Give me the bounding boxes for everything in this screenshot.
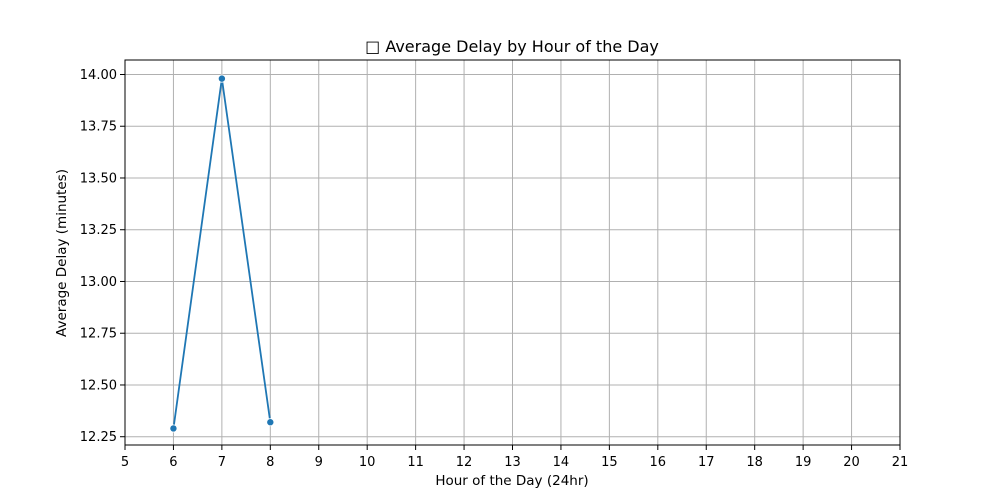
y-tick-label: 13.25 (80, 223, 117, 238)
series-layer (169, 74, 275, 433)
x-tick-label: 13 (504, 455, 521, 470)
data-point (217, 74, 226, 83)
x-tick-label: 20 (843, 455, 860, 470)
x-tick-label: 19 (795, 455, 812, 470)
y-axis-title: Average Delay (minutes) (54, 169, 70, 337)
x-tick-label: 17 (698, 455, 715, 470)
y-tick-label: 12.75 (80, 327, 117, 342)
y-tick-label: 13.50 (80, 171, 117, 186)
y-tick-label: 12.25 (80, 430, 117, 445)
x-tick-label: 15 (601, 455, 618, 470)
y-tick-label: 13.75 (80, 120, 117, 135)
chart-title: □ Average Delay by Hour of the Day (365, 37, 659, 56)
x-axis-title: Hour of the Day (24hr) (435, 473, 588, 489)
x-tick-label: 16 (650, 455, 667, 470)
x-tick-label: 6 (169, 455, 177, 470)
grid-lines (124, 60, 901, 445)
y-tick-label: 12.50 (80, 378, 117, 393)
axis-ticks: 5 6 7 8 9 10 11 12 13 14 15 16 17 18 19 20 21 12.25 12.50 1… (80, 68, 908, 470)
x-tick-label: 12 (456, 455, 473, 470)
data-point (169, 424, 178, 433)
x-tick-label: 11 (407, 455, 424, 470)
x-tick-label: 21 (892, 455, 909, 470)
x-tick-label: 8 (266, 455, 274, 470)
x-tick-label: 14 (553, 455, 570, 470)
x-tick-label: 10 (359, 455, 376, 470)
y-tick-label: 14.00 (80, 68, 117, 83)
x-tick-label: 5 (121, 455, 129, 470)
data-point (266, 418, 275, 427)
x-tick-label: 9 (315, 455, 323, 470)
x-tick-label: 7 (218, 455, 226, 470)
x-tick-label: 18 (746, 455, 763, 470)
y-tick-label: 13.00 (80, 275, 117, 290)
